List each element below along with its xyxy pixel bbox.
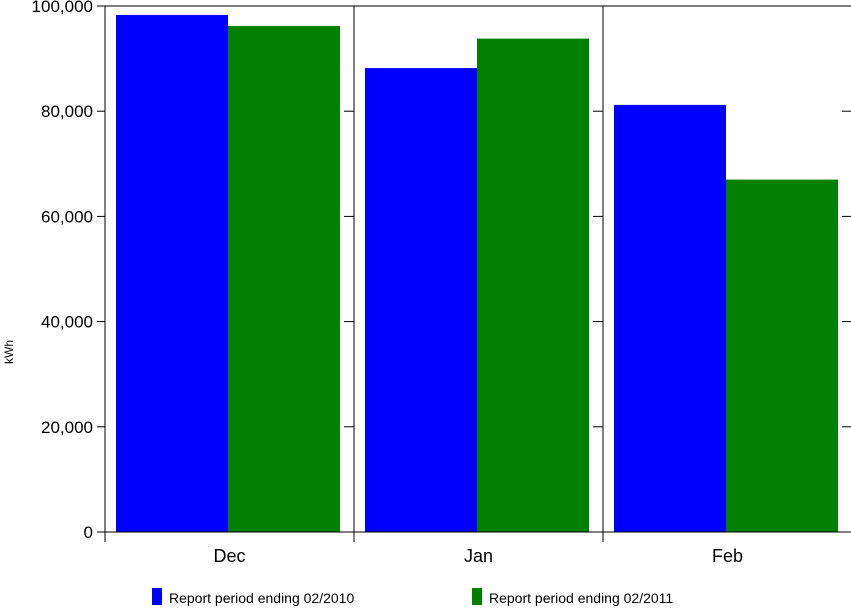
- y-tick-label: 100,000: [32, 0, 93, 16]
- x-axis: Dec Jan Feb: [213, 546, 743, 566]
- bar-jan-series-1: [365, 68, 477, 533]
- y-tick-label: 20,000: [41, 418, 93, 437]
- legend-swatch: [472, 588, 482, 605]
- y-tick-label: 40,000: [41, 313, 93, 332]
- legend-swatch: [152, 588, 162, 605]
- bar-dec-series-1: [116, 14, 228, 532]
- legend-item-2: Report period ending 02/2011: [472, 588, 673, 606]
- plot-frame: [104, 5, 851, 542]
- bar-feb-series-1: [614, 104, 726, 532]
- x-tick-label-jan: Jan: [464, 546, 493, 566]
- legend: Report period ending 02/2010 Report perio…: [152, 588, 673, 606]
- legend-item-1: Report period ending 02/2010: [152, 588, 354, 606]
- x-tick-label-dec: Dec: [213, 546, 245, 566]
- bars-layer: [116, 14, 838, 533]
- y-axis: 0 20,000 40,000 60,000 80,000 100,000: [32, 0, 851, 542]
- legend-label: Report period ending 02/2011: [489, 590, 673, 606]
- y-tick-label: 60,000: [41, 207, 93, 226]
- y-tick-label: 0: [84, 523, 93, 542]
- legend-label: Report period ending 02/2010: [169, 590, 354, 606]
- bar-dec-series-2: [228, 25, 340, 532]
- bar-feb-series-2: [726, 179, 838, 532]
- bar-jan-series-2: [477, 38, 589, 532]
- x-tick-label-feb: Feb: [712, 546, 743, 566]
- y-tick-label: 80,000: [41, 102, 93, 121]
- y-axis-label: kWh: [2, 340, 16, 364]
